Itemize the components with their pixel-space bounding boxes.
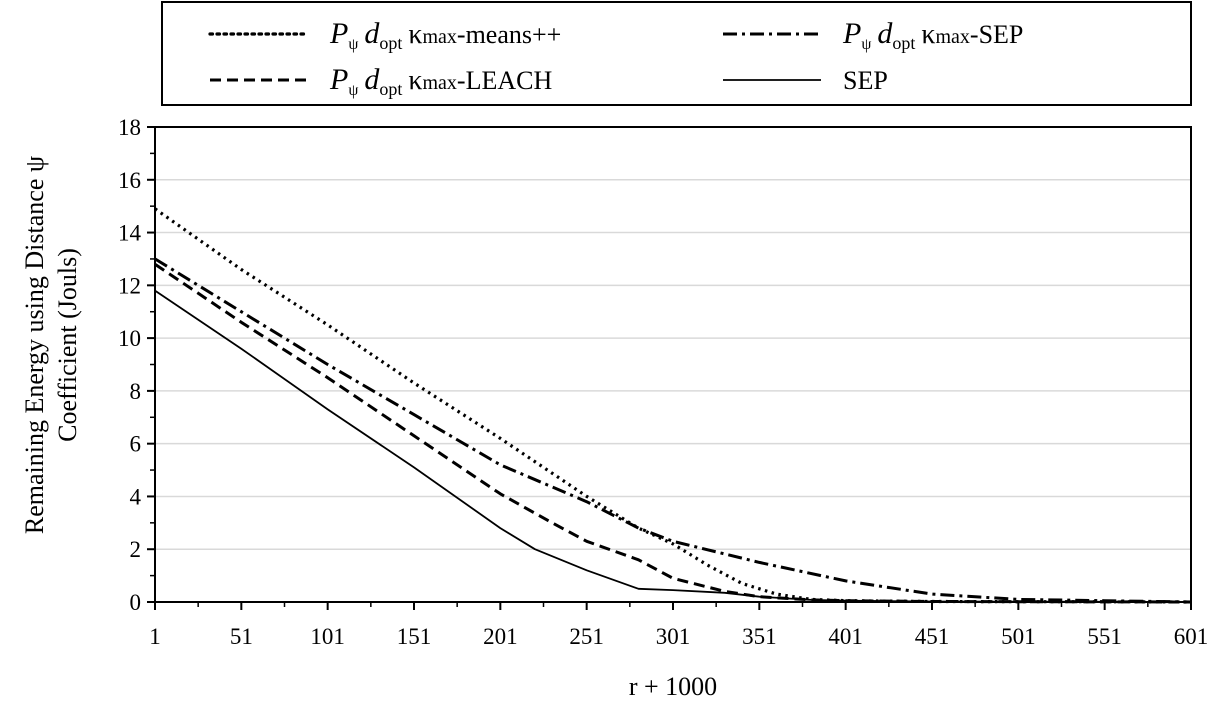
legend-label: Pψ dopt κmax-means++ bbox=[329, 17, 561, 53]
y-axis-ticks: 0 2 4 6 8 10 12 14 16 18 bbox=[118, 115, 155, 615]
x-tick-label: 51 bbox=[230, 624, 253, 649]
y-axis-title-line2: Coefficient (Jouls) bbox=[53, 248, 82, 442]
x-tick-label: 601 bbox=[1174, 624, 1209, 649]
series-line-solid bbox=[154, 289, 1192, 603]
y-tick-label: 12 bbox=[118, 273, 141, 298]
x-axis-ticks: 1 51 101 151 201 251 301 351 401 451 501 551 601 bbox=[149, 602, 1208, 649]
x-tick-label: 301 bbox=[656, 624, 691, 649]
x-tick-label: 551 bbox=[1087, 624, 1122, 649]
y-tick-label: 6 bbox=[130, 432, 142, 457]
x-tick-label: 451 bbox=[915, 624, 950, 649]
legend: Pψ dopt κmax-means++ Pψ dopt κmax-SEP Pψ dopt κm… bbox=[208, 17, 1023, 99]
series-line-dotted bbox=[154, 207, 1192, 604]
series-line-dashed bbox=[154, 262, 1192, 604]
legend-label: Pψ dopt κmax-LEACH bbox=[329, 63, 552, 99]
y-tick-label: 8 bbox=[130, 379, 142, 404]
x-tick-label: 151 bbox=[397, 624, 432, 649]
legend-label: Pψ dopt κmax-SEP bbox=[842, 17, 1023, 53]
legend-label: SEP bbox=[843, 66, 888, 95]
y-axis-title-line1: Remaining Energy using Distance ψ bbox=[20, 156, 49, 534]
x-tick-label: 251 bbox=[569, 624, 604, 649]
x-tick-label: 401 bbox=[828, 624, 863, 649]
y-tick-label: 2 bbox=[130, 537, 142, 562]
series-layer bbox=[154, 207, 1192, 604]
x-axis-title: r + 1000 bbox=[629, 672, 717, 701]
x-tick-label: 101 bbox=[310, 624, 345, 649]
y-tick-label: 14 bbox=[118, 221, 142, 246]
y-tick-label: 0 bbox=[130, 590, 142, 615]
series-line-dashdot bbox=[154, 257, 1192, 604]
y-tick-label: 10 bbox=[118, 326, 141, 351]
x-tick-label: 201 bbox=[483, 624, 518, 649]
x-tick-label: 1 bbox=[149, 624, 161, 649]
legend-box bbox=[161, 1, 1192, 106]
gridlines bbox=[155, 179, 1191, 550]
x-tick-label: 501 bbox=[1001, 624, 1036, 649]
y-tick-label: 18 bbox=[118, 115, 141, 140]
plot-frame bbox=[154, 126, 1192, 603]
x-tick-label: 351 bbox=[742, 624, 777, 649]
y-tick-label: 16 bbox=[118, 168, 141, 193]
y-tick-label: 4 bbox=[130, 484, 142, 509]
